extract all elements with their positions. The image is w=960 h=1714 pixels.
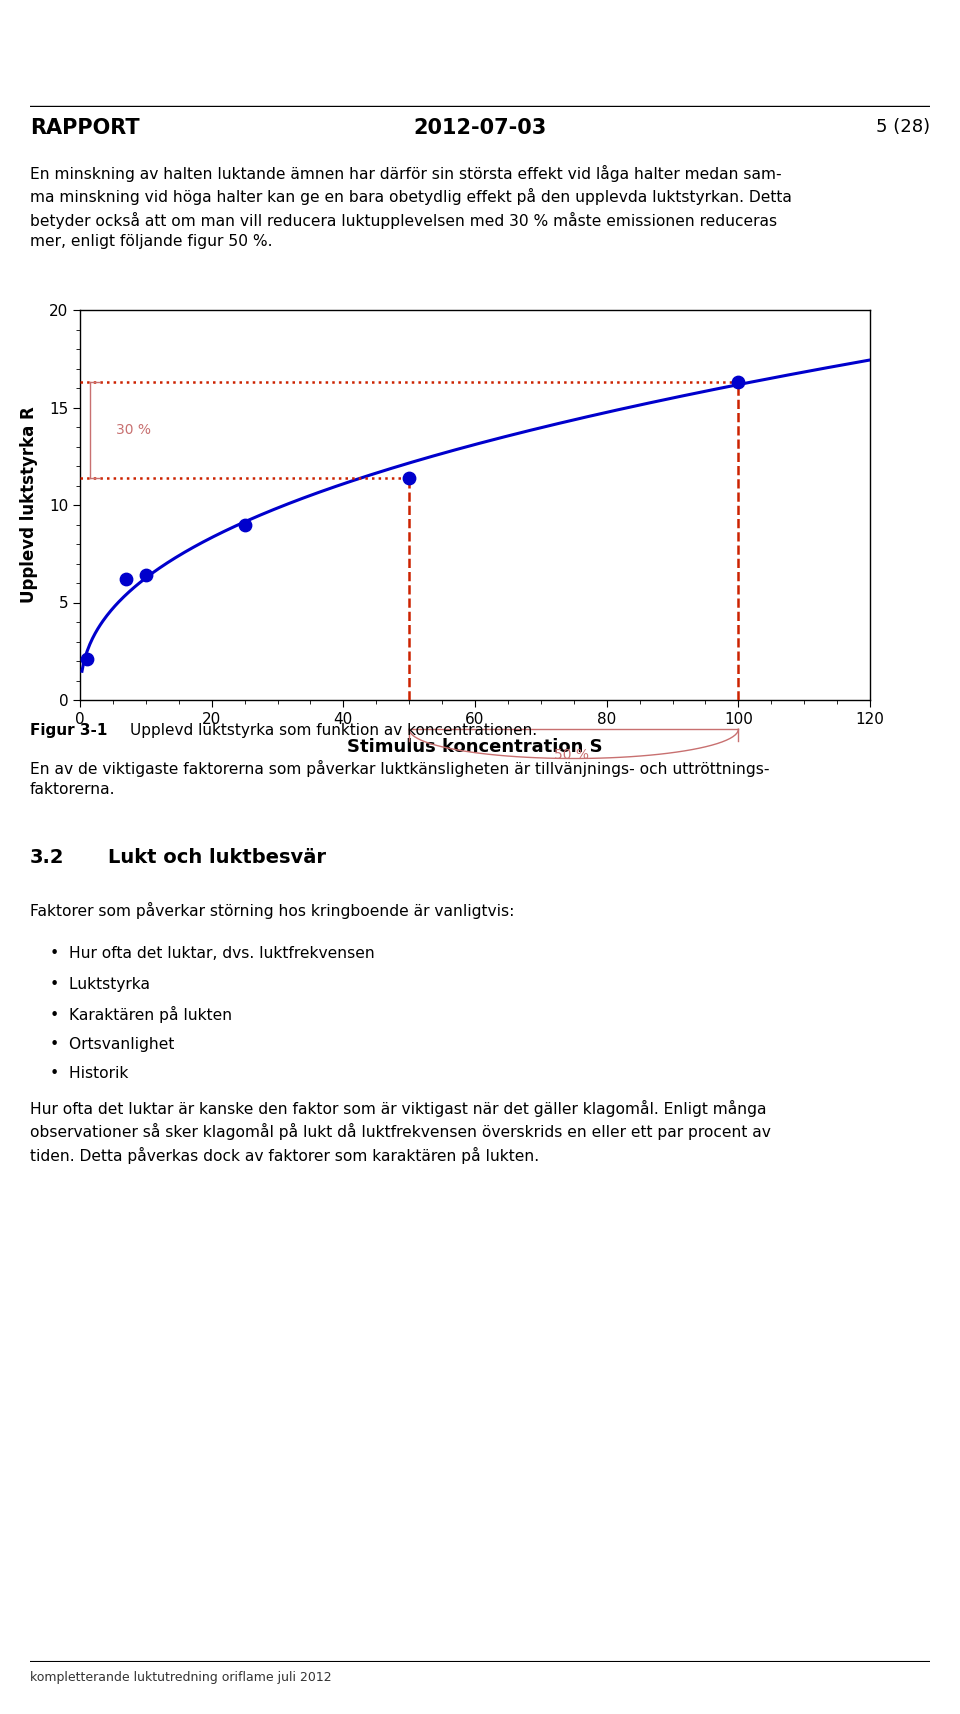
Text: ○: ○ bbox=[865, 27, 876, 41]
Text: 50 %: 50 % bbox=[554, 747, 589, 761]
Y-axis label: Upplevd luktstyrka R: Upplevd luktstyrka R bbox=[20, 406, 37, 603]
Text: Faktorer som påverkar störning hos kringboende är vanligtvis:: Faktorer som påverkar störning hos kring… bbox=[30, 902, 515, 919]
Text: Hur ofta det luktar är kanske den faktor som är viktigast när det gäller klagomå: Hur ofta det luktar är kanske den faktor… bbox=[30, 1100, 771, 1164]
Text: 2012-07-03: 2012-07-03 bbox=[414, 118, 546, 137]
Point bbox=[731, 369, 746, 396]
Text: En av de viktigaste faktorerna som påverkar luktkänsligheten är tillvänjnings- o: En av de viktigaste faktorerna som påver… bbox=[30, 759, 770, 797]
Point bbox=[138, 562, 154, 590]
Text: 3.2: 3.2 bbox=[30, 848, 64, 867]
Text: RAPPORT: RAPPORT bbox=[30, 118, 139, 137]
Text: 30 %: 30 % bbox=[116, 423, 152, 437]
Text: •  Hur ofta det luktar, dvs. luktfrekvensen: • Hur ofta det luktar, dvs. luktfrekvens… bbox=[50, 946, 374, 962]
X-axis label: Stimulus koncentration S: Stimulus koncentration S bbox=[348, 739, 603, 756]
Text: Upplevd luktstyrka som funktion av koncentrationen.: Upplevd luktstyrka som funktion av konce… bbox=[130, 723, 538, 737]
Point bbox=[118, 566, 133, 593]
Text: •  Luktstyrka: • Luktstyrka bbox=[50, 977, 150, 991]
Text: 5 (28): 5 (28) bbox=[876, 118, 930, 137]
Text: •  Ortsvanlighet: • Ortsvanlighet bbox=[50, 1037, 175, 1051]
Text: Lukt och luktbesvär: Lukt och luktbesvär bbox=[108, 848, 326, 867]
Point bbox=[79, 646, 94, 674]
Text: AF: AF bbox=[853, 46, 886, 65]
Point bbox=[401, 464, 417, 492]
Text: En minskning av halten luktande ämnen har därför sin största effekt vid låga hal: En minskning av halten luktande ämnen ha… bbox=[30, 165, 792, 249]
Text: A: A bbox=[860, 46, 879, 70]
Text: •  Karaktären på lukten: • Karaktären på lukten bbox=[50, 1006, 232, 1023]
Point bbox=[237, 511, 252, 538]
Text: Figur 3-1: Figur 3-1 bbox=[30, 723, 108, 737]
Text: •  Historik: • Historik bbox=[50, 1066, 129, 1082]
Text: kompletterande luktutredning oriflame juli 2012: kompletterande luktutredning oriflame ju… bbox=[30, 1671, 331, 1683]
